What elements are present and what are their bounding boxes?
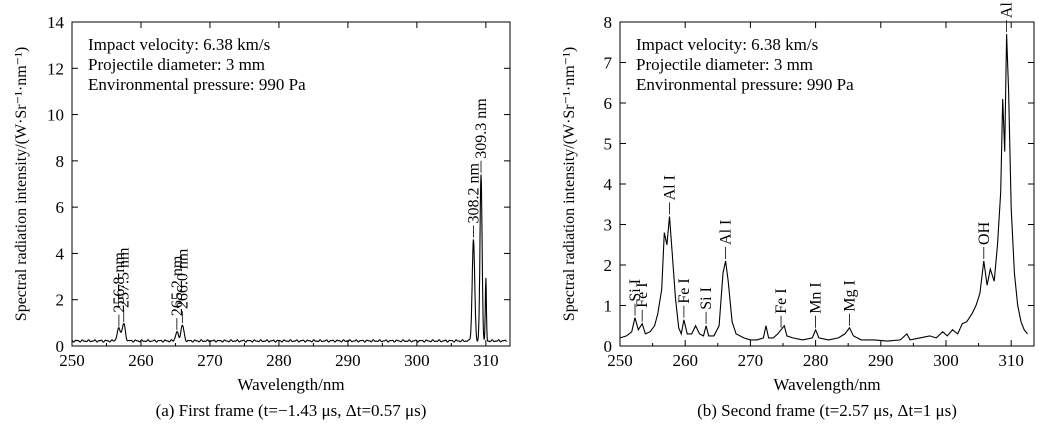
peak-annotation: Fe I [773,288,790,313]
y-tick-label: 4 [56,244,65,263]
info-line: Projectile diameter: 3 mm [88,55,265,74]
peak-annotation: 265.2 nm [169,255,186,316]
panel-caption: (a) First frame (t=−1.43 μs, Δt=0.57 μs) [156,401,427,420]
y-tick-label: 6 [56,198,65,217]
info-line: Environmental pressure: 990 Pa [88,75,306,94]
y-tick-label: 8 [56,152,65,171]
y-tick-label: 4 [604,175,613,194]
peak-annotation: 308.2 nm [465,163,482,224]
peak-annotation: Fe I [634,282,651,307]
peak-annotation: 257.5 nm [116,247,133,308]
x-tick-label: 310 [998,351,1024,370]
info-line: Impact velocity: 6.38 km/s [636,35,818,54]
peak-annotation: 256.8 nm [111,252,128,313]
x-axis-label: Wavelength/nm [773,375,880,394]
panel-caption: (b) Second frame (t=2.57 μs, Δt=1 μs) [697,401,957,420]
peak-annotation: Si I [627,279,644,302]
x-axis-label: Wavelength/nm [237,375,344,394]
y-tick-label: 7 [604,54,613,73]
y-tick-label: 0 [604,337,613,356]
plot-frame [71,21,511,347]
peak-annotation: Fe I [676,278,693,303]
info-line: Projectile diameter: 3 mm [636,55,813,74]
y-tick-label: 3 [604,216,613,235]
peak-annotation: Al I [999,0,1016,18]
spectrum-line [619,34,1028,342]
x-tick-label: 260 [672,351,698,370]
peak-annotation: Al I [718,220,735,245]
peak-annotation: OH [976,221,993,245]
y-tick-label: 14 [47,13,65,32]
x-tick-label: 250 [59,351,85,370]
y-axis-label: Spectral radiation intensity/(W·Sr⁻¹·nm⁻… [13,47,30,321]
peak-annotation: Al I [662,175,679,200]
x-tick-label: 260 [128,351,154,370]
x-tick-label: 290 [868,351,894,370]
x-tick-label: 270 [738,351,764,370]
y-tick-label: 8 [604,13,613,32]
peak-annotation: Si I [698,287,715,310]
peak-annotation: 309.3 nm [473,98,490,159]
y-tick-label: 5 [604,135,613,154]
x-tick-label: 280 [803,351,829,370]
info-line: Impact velocity: 6.38 km/s [88,35,270,54]
x-tick-label: 270 [197,351,223,370]
y-tick-label: 2 [604,256,613,275]
y-tick-label: 2 [56,291,65,310]
x-tick-label: 310 [473,351,499,370]
x-tick-label: 250 [607,351,633,370]
info-line: Environmental pressure: 990 Pa [636,75,854,94]
chart-panel-a: 250 260 270 280 290 300 310 0 2 4 6 8 10 12 14 Waveleng… [13,13,511,420]
x-tick-label: 280 [266,351,292,370]
y-tick-label: 0 [56,337,65,356]
y-tick-label: 10 [47,106,64,125]
y-axis-label: Spectral radiation intensity/(W·Sr⁻¹·nm⁻… [561,47,578,321]
spectrum-line [71,174,508,343]
peak-annotation: 266.0 nm [174,248,191,309]
x-tick-label: 300 [933,351,959,370]
peak-annotation: Mn I [808,282,825,314]
peak-annotation: Mg I [841,280,858,312]
chart-panel-b: 250 260 270 280 290 300 310 0 1 2 3 4 5 6 7 8 Wavelength… [561,0,1035,420]
y-tick-label: 1 [604,297,613,316]
x-tick-label: 300 [404,351,430,370]
x-tick-label: 290 [335,351,361,370]
y-tick-label: 12 [47,59,64,78]
y-tick-label: 6 [604,94,613,113]
